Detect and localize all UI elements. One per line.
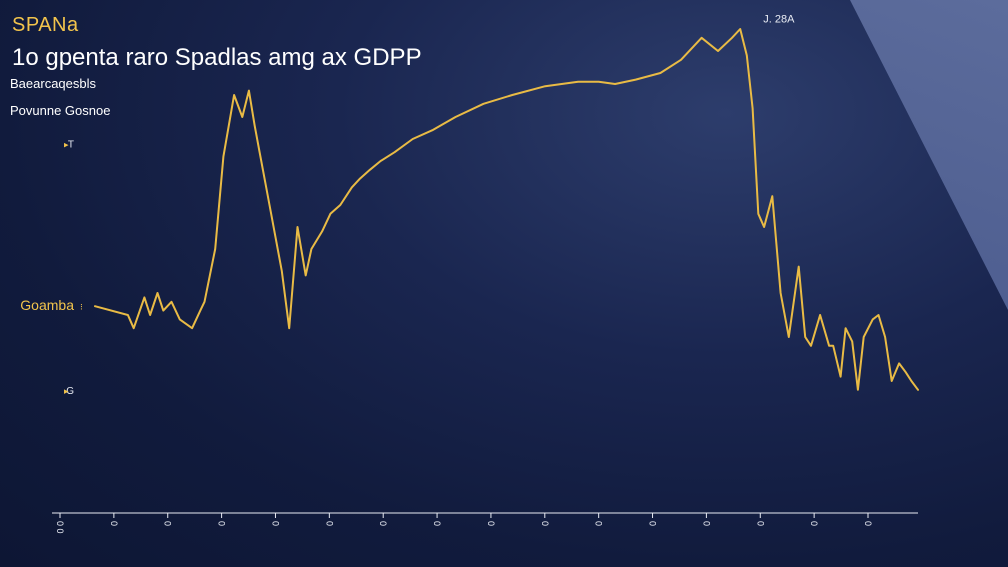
x-tick-label: 0 — [270, 521, 280, 526]
x-tick-label: 0 — [486, 521, 496, 526]
x-tick-label-group: 0 — [648, 521, 658, 526]
y-tick-label: T — [68, 139, 74, 150]
x-tick-label-group: 0 — [701, 521, 711, 526]
y-tick-label: Goamba — [20, 297, 74, 313]
x-tick-label-group: 0 — [432, 521, 442, 526]
x-tick-label-group: 0 — [863, 521, 873, 526]
x-tick-label-group: 0 — [486, 521, 496, 526]
x-tick-label-group: 0 — [217, 521, 227, 526]
annotation-layer: J. 28A — [763, 13, 795, 25]
x-tick-label-group: 0 — [324, 521, 334, 526]
x-tick-label: 0 — [324, 521, 334, 526]
x-tick-label-group: 0 — [378, 521, 388, 526]
x-tick-label: 0 — [755, 521, 765, 526]
series-line — [94, 28, 919, 391]
x-tick-label: 0 — [540, 521, 550, 526]
series-layer — [94, 28, 919, 391]
x-tick-label: 0 — [594, 521, 604, 526]
y-tick-marker: ⁝ — [80, 303, 83, 313]
x-tick-label: 0 0 — [55, 521, 65, 534]
chart-subtitle: Baearcaqesbls — [10, 76, 96, 91]
x-tick-label-group: 0 — [594, 521, 604, 526]
x-tick-label: 0 — [109, 521, 119, 526]
x-tick-label-group: 0 — [809, 521, 819, 526]
x-tick-label: 0 — [163, 521, 173, 526]
x-tick-label-group: 0 — [540, 521, 550, 526]
brand-label: SPANa — [12, 14, 79, 36]
x-tick-label: 0 — [701, 521, 711, 526]
y-tick-label: G — [66, 386, 74, 397]
x-tick-label-group: 0 — [109, 521, 119, 526]
y-tick-marker: ▸ — [64, 140, 69, 150]
x-tick-label-group: 0 0 — [55, 521, 65, 534]
peak-annotation: J. 28A — [763, 13, 795, 25]
chart-title: 1o gpenta raro Spadlas amg ax GDPP — [12, 44, 422, 71]
x-tick-label: 0 — [378, 521, 388, 526]
x-tick-label-group: 0 — [755, 521, 765, 526]
x-tick-label-group: 0 — [270, 521, 280, 526]
y-tick-marker: ▸ — [64, 387, 69, 397]
x-tick-label: 0 — [432, 521, 442, 526]
x-tick-label: 0 — [217, 521, 227, 526]
x-tick-label-group: 0 — [163, 521, 173, 526]
x-tick-label: 0 — [809, 521, 819, 526]
chart-source: Povunne Gosnoe — [10, 103, 111, 118]
x-tick-label: 0 — [863, 521, 873, 526]
x-tick-label: 0 — [648, 521, 658, 526]
